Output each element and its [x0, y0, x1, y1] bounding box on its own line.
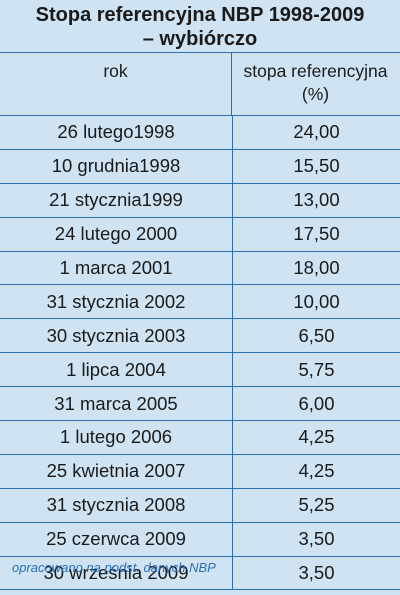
table-row: 30 września 2009 3,50: [0, 556, 400, 591]
date-cell: 26 lutego1998: [0, 116, 233, 149]
table-row: 26 lutego1998 24,00: [0, 116, 400, 150]
date-cell: 1 lutego 2006: [0, 421, 233, 454]
rate-cell: 3,50: [298, 528, 335, 550]
date-cell: 30 września 2009: [0, 556, 233, 590]
date-cell: 31 marca 2005: [0, 387, 233, 421]
rate-cell: 4,25: [298, 426, 335, 448]
date-cell: 25 kwietnia 2007: [0, 454, 233, 488]
date-cell: 21 stycznia1999: [0, 183, 233, 217]
table-row: 31 stycznia 2008 5,25: [0, 488, 400, 523]
date-cell: 1 lipca 2004: [0, 353, 233, 387]
rate-cell: 6,50: [298, 324, 335, 346]
table-row: 24 lutego 2000 17,50: [0, 217, 400, 252]
date-cell: 1 marca 2001: [0, 251, 233, 285]
date-cell: 31 stycznia 2008: [0, 488, 233, 522]
date-cell: 24 lutego 2000: [0, 217, 233, 251]
rate-cell: 5,75: [298, 358, 335, 380]
table-row: 31 marca 2005 6,00: [0, 387, 400, 422]
date-cell: 25 czerwca 2009: [0, 522, 233, 556]
table-row: 1 lipca 2004 5,75: [0, 353, 400, 388]
table-row: 21 stycznia1999 13,00: [0, 183, 400, 218]
header-year: rok: [0, 53, 232, 115]
date-cell: 30 stycznia 2003: [0, 319, 233, 353]
table-row: 1 lutego 2006 4,25: [0, 421, 400, 455]
rate-cell: 6,00: [298, 392, 335, 414]
table-row: 10 grudnia1998 15,50: [0, 149, 400, 184]
header-year-label: rok: [103, 61, 128, 81]
table-row: 1 marca 2001 18,00: [0, 251, 400, 286]
rates-table: rok stopa referencyjna (%) 26 lutego1998…: [0, 52, 400, 591]
source-note: opracowano na podst. danych NBP: [12, 560, 216, 575]
date-cell: 31 stycznia 2002: [0, 285, 233, 319]
rate-cell: 15,50: [293, 155, 340, 177]
rate-cell: 18,00: [293, 257, 340, 278]
table-row: 30 stycznia 2003 6,50: [0, 319, 400, 354]
page-title: Stopa referencyjna NBP 1998-2009 – wybió…: [0, 3, 400, 51]
rate-cell: 4,25: [298, 460, 335, 482]
rate-cell: 5,25: [298, 494, 335, 516]
rate-cell: 10,00: [293, 290, 340, 312]
header-rate: stopa referencyjna (%): [232, 53, 399, 115]
table-row: 31 stycznia 2002 10,00: [0, 285, 400, 320]
table-header-row: rok stopa referencyjna (%): [0, 52, 400, 116]
table-row: 25 kwietnia 2007 4,25: [0, 454, 400, 489]
rate-cell: 24,00: [293, 121, 340, 143]
header-rate-label: stopa referencyjna: [243, 61, 388, 81]
table-row: 25 czerwca 2009 3,50: [0, 522, 400, 557]
title-line-1: Stopa referencyjna NBP 1998-2009: [35, 4, 365, 26]
header-rate-unit: (%): [301, 84, 330, 104]
date-cell: 10 grudnia1998: [0, 149, 233, 183]
title-line-2: – wybiórczo: [142, 28, 258, 50]
table-body: 26 lutego1998 24,00 10 grudnia1998 15,50 21 …: [0, 116, 400, 591]
rate-cell: 17,50: [293, 223, 340, 245]
rate-cell: 13,00: [293, 189, 340, 211]
rate-cell: 3,50: [298, 562, 335, 584]
